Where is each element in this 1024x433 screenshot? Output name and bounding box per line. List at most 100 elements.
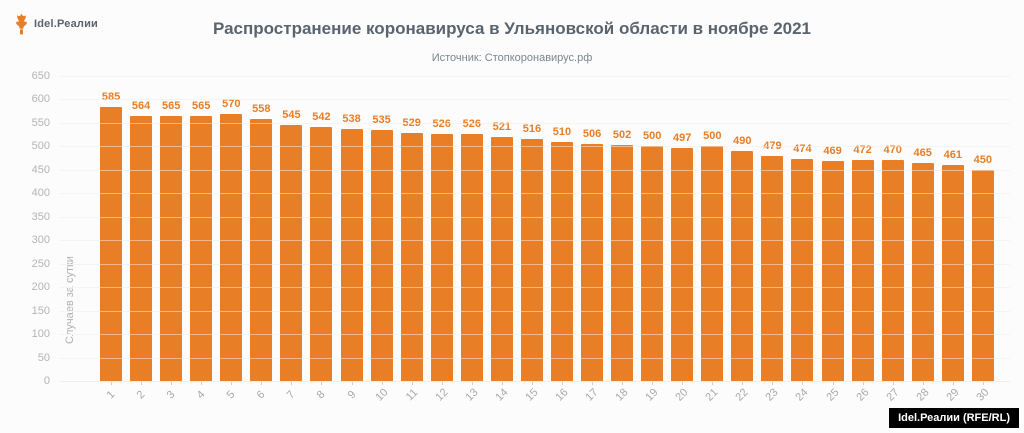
x-axis-label: 25 xyxy=(823,386,842,404)
bar-group: 506 17 xyxy=(577,76,607,404)
x-axis-label: 10 xyxy=(373,386,391,404)
bar-value-label: 521 xyxy=(492,120,512,133)
x-axis-label: 29 xyxy=(944,386,962,404)
bar-group: 570 5 xyxy=(216,76,246,401)
bar xyxy=(100,106,123,381)
y-tick-label: 300 xyxy=(31,234,50,247)
bar xyxy=(430,134,453,381)
bar-value-label: 565 xyxy=(192,99,211,112)
y-tick-label: 550 xyxy=(31,116,50,129)
bar xyxy=(731,151,754,381)
bar-group: 565 3 xyxy=(156,76,186,401)
x-axis-label: 11 xyxy=(403,386,420,404)
bar xyxy=(791,158,814,381)
x-tick-mark xyxy=(772,381,774,385)
bar-value-label: 529 xyxy=(402,116,421,129)
chart-source-subtitle: Источник: Стопкоронавирус.рф xyxy=(431,52,593,64)
y-tick-label: 650 xyxy=(31,70,50,82)
bar-value-label: 500 xyxy=(703,130,722,143)
gridline-overlay xyxy=(60,310,1010,312)
bar xyxy=(160,115,183,381)
bar-group: 585 1 xyxy=(96,76,126,401)
x-axis-label: 21 xyxy=(703,386,721,404)
x-tick-mark xyxy=(892,381,894,385)
y-tick-label: 350 xyxy=(31,210,50,223)
bar-group: 538 9 xyxy=(337,76,367,401)
bar-group: 479 23 xyxy=(757,76,787,404)
x-axis-label: 28 xyxy=(914,386,932,404)
bar xyxy=(460,134,483,381)
x-axis-label: 27 xyxy=(884,386,902,404)
bar-group: 461 29 xyxy=(938,76,968,404)
x-axis-label: 4 xyxy=(194,388,208,402)
logo-text: Idel.Реалии xyxy=(34,18,99,30)
x-axis-label: 2 xyxy=(134,388,148,402)
gridline-overlay xyxy=(60,193,1010,195)
y-tick-label: 150 xyxy=(31,304,50,317)
gridline-overlay xyxy=(60,76,1010,77)
bar-group: 500 19 xyxy=(637,76,667,404)
bar-value-label: 538 xyxy=(342,112,361,125)
x-tick-mark xyxy=(682,381,684,385)
page-title: Распространение коронавируса в Ульяновск… xyxy=(212,19,812,38)
bar-group: 521 14 xyxy=(487,76,517,404)
y-tick-label: 500 xyxy=(31,140,50,153)
bar xyxy=(941,164,964,381)
x-axis-label: 16 xyxy=(553,386,571,404)
bar-value-label: 500 xyxy=(642,130,662,143)
bar-value-label: 469 xyxy=(823,144,842,157)
x-tick-mark xyxy=(952,381,954,385)
x-axis-label: 12 xyxy=(433,386,451,404)
plot-area: Случаев за сутки 585 1 564 2 565 3 565 4 570 5 558… xyxy=(32,70,1010,404)
bar-value-label: 516 xyxy=(522,122,542,135)
x-tick-mark xyxy=(531,381,533,385)
bar-group: 470 27 xyxy=(878,76,908,404)
bar-group: 564 2 xyxy=(126,76,156,401)
gridline-overlay xyxy=(60,216,1010,218)
bar-value-label: 570 xyxy=(222,97,241,110)
bar xyxy=(340,128,363,381)
x-tick-mark xyxy=(652,381,654,385)
bar xyxy=(761,156,784,381)
bar xyxy=(851,159,874,381)
bar-group: 450 30 xyxy=(968,76,998,404)
x-tick-mark xyxy=(381,381,383,385)
bar-group: 510 16 xyxy=(547,76,577,404)
x-tick-mark xyxy=(802,381,804,385)
bar-group: 469 25 xyxy=(818,76,848,404)
y-tick-label: 600 xyxy=(31,93,50,106)
gridline-overlay xyxy=(60,357,1010,359)
gridline-overlay xyxy=(60,287,1010,289)
x-axis-label: 13 xyxy=(463,386,481,404)
bar-group: 502 18 xyxy=(607,76,637,404)
y-tick-label: 450 xyxy=(31,163,50,176)
bar-value-label: 545 xyxy=(282,109,301,122)
bar-value-label: 564 xyxy=(131,100,151,113)
gridline-overlay xyxy=(60,122,1010,124)
x-tick-mark xyxy=(141,381,143,385)
bar-value-label: 461 xyxy=(943,148,962,161)
gridline xyxy=(60,122,1010,124)
x-tick-mark xyxy=(291,381,293,385)
x-tick-mark xyxy=(441,381,443,385)
x-axis-label: 14 xyxy=(493,386,511,404)
x-tick-mark xyxy=(501,381,503,385)
bar-group: 465 28 xyxy=(908,76,938,404)
bar-group: 535 10 xyxy=(367,76,397,404)
x-axis-label: 8 xyxy=(315,388,328,402)
y-tick-label: 0 xyxy=(43,375,50,387)
x-tick-mark xyxy=(712,381,714,385)
bar xyxy=(641,146,664,381)
bar xyxy=(550,141,573,381)
x-axis-label: 7 xyxy=(284,388,298,402)
x-axis-label: 24 xyxy=(793,386,812,404)
bar-group: 516 15 xyxy=(517,76,547,404)
y-tick-label: 200 xyxy=(31,281,50,294)
x-tick-mark xyxy=(742,381,744,385)
gridline-overlay xyxy=(60,169,1010,171)
x-tick-mark xyxy=(171,381,173,385)
x-axis-label: 5 xyxy=(224,388,238,402)
gridline-overlay xyxy=(60,99,1010,101)
x-axis-label: 22 xyxy=(733,386,751,404)
bar-group: 545 7 xyxy=(276,76,306,401)
